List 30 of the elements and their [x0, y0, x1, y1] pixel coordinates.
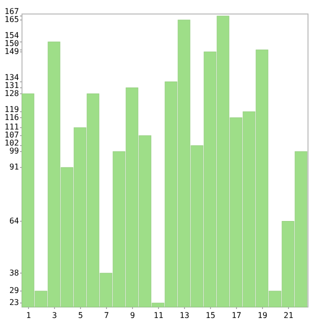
- y-tick-label: 102: [4, 138, 20, 148]
- y-tick-label: 128: [4, 88, 20, 98]
- y-tick-label: 107: [4, 130, 20, 140]
- y-tick-label: 119: [4, 104, 20, 114]
- x-tick-label: 21: [284, 311, 294, 320]
- y-tick-label: 116: [4, 112, 20, 122]
- y-tick-label: 99: [9, 146, 20, 156]
- y-tick-label: 149: [4, 47, 20, 56]
- y-tick-label: 134: [4, 72, 20, 82]
- x-tick-label: 5: [78, 311, 84, 320]
- x-tick-label: 13: [180, 311, 190, 320]
- y-tick-label: 167: [4, 7, 20, 16]
- y-tick-label: 91: [9, 162, 20, 172]
- x-tick-label: 3: [52, 311, 58, 320]
- y-tick-label: 154: [4, 31, 20, 40]
- y-tick-label: 38: [9, 268, 20, 278]
- y-tick-label: 23: [9, 298, 20, 308]
- y-tick-label: 131: [4, 80, 20, 90]
- y-tick-label: 64: [9, 216, 20, 226]
- x-tick-label: 15: [206, 311, 216, 320]
- x-tick-label: 7: [104, 311, 110, 320]
- y-tick-label: 29: [9, 286, 20, 296]
- x-tick-label: 19: [258, 311, 268, 320]
- y-tick-label: 111: [4, 122, 20, 132]
- x-tick-label: 1: [26, 311, 32, 320]
- y-tick-label: 165: [4, 15, 20, 24]
- x-tick-label: 11: [154, 311, 164, 320]
- x-tick-label: 17: [232, 311, 242, 320]
- y-tick-label: 150: [4, 39, 20, 48]
- x-tick-label: 9: [130, 311, 136, 320]
